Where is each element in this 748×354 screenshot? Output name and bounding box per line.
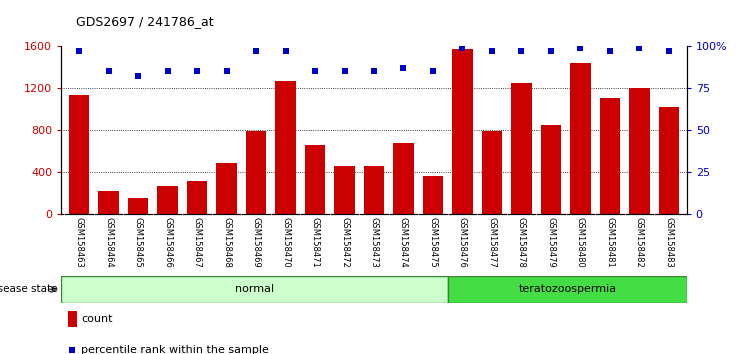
Text: GSM158475: GSM158475: [429, 217, 438, 268]
Text: GSM158481: GSM158481: [605, 217, 614, 268]
Text: GSM158474: GSM158474: [399, 217, 408, 268]
Bar: [629, 88, 650, 214]
Bar: [275, 81, 295, 214]
Point: [604, 48, 616, 54]
Point: [339, 68, 351, 74]
Text: disease state: disease state: [0, 284, 58, 295]
Bar: [187, 181, 207, 214]
Point: [486, 48, 498, 54]
Point: [67, 348, 79, 353]
Bar: [67, 311, 77, 327]
Bar: [61, 276, 449, 303]
Text: count: count: [82, 314, 113, 324]
Text: GSM158480: GSM158480: [576, 217, 585, 268]
Point: [102, 68, 114, 74]
Text: GSM158479: GSM158479: [547, 217, 556, 268]
Text: GSM158472: GSM158472: [340, 217, 349, 268]
Text: GSM158467: GSM158467: [192, 217, 201, 268]
Text: GSM158477: GSM158477: [488, 217, 497, 268]
Bar: [659, 107, 679, 214]
Point: [634, 45, 646, 51]
Point: [663, 48, 675, 54]
Point: [280, 48, 292, 54]
Text: GSM158483: GSM158483: [664, 217, 673, 268]
Bar: [98, 191, 119, 214]
Bar: [482, 131, 503, 214]
Point: [162, 68, 174, 74]
Text: teratozoospermia: teratozoospermia: [518, 284, 616, 295]
Text: GSM158463: GSM158463: [75, 217, 84, 268]
Point: [397, 65, 409, 71]
Point: [427, 68, 439, 74]
Text: GSM158470: GSM158470: [281, 217, 290, 268]
Bar: [69, 96, 89, 214]
Text: GSM158482: GSM158482: [635, 217, 644, 268]
Bar: [600, 97, 620, 214]
Text: GSM158478: GSM158478: [517, 217, 526, 268]
Bar: [541, 125, 561, 214]
Bar: [452, 49, 473, 214]
Text: GSM158469: GSM158469: [251, 217, 260, 268]
Text: GSM158464: GSM158464: [104, 217, 113, 268]
Text: GSM158465: GSM158465: [134, 217, 143, 268]
Bar: [334, 166, 355, 214]
Text: GSM158468: GSM158468: [222, 217, 231, 268]
Point: [250, 48, 262, 54]
Bar: [245, 131, 266, 214]
Bar: [423, 176, 444, 214]
Point: [456, 45, 468, 51]
Text: GSM158466: GSM158466: [163, 217, 172, 268]
Bar: [157, 186, 178, 214]
Bar: [128, 198, 148, 214]
Bar: [216, 163, 237, 214]
Bar: [511, 83, 532, 214]
Bar: [304, 145, 325, 214]
Point: [221, 68, 233, 74]
Point: [368, 68, 380, 74]
Point: [545, 48, 557, 54]
Text: GSM158471: GSM158471: [310, 217, 319, 268]
Point: [73, 48, 85, 54]
Bar: [570, 63, 591, 214]
Text: percentile rank within the sample: percentile rank within the sample: [82, 346, 269, 354]
Text: normal: normal: [236, 284, 275, 295]
Bar: [393, 143, 414, 214]
Text: GDS2697 / 241786_at: GDS2697 / 241786_at: [76, 15, 214, 28]
Point: [574, 45, 586, 51]
Point: [132, 73, 144, 79]
Bar: [449, 276, 687, 303]
Point: [191, 68, 203, 74]
Bar: [364, 166, 384, 214]
Text: GSM158473: GSM158473: [370, 217, 378, 268]
Point: [309, 68, 321, 74]
Text: GSM158476: GSM158476: [458, 217, 467, 268]
Point: [515, 48, 527, 54]
